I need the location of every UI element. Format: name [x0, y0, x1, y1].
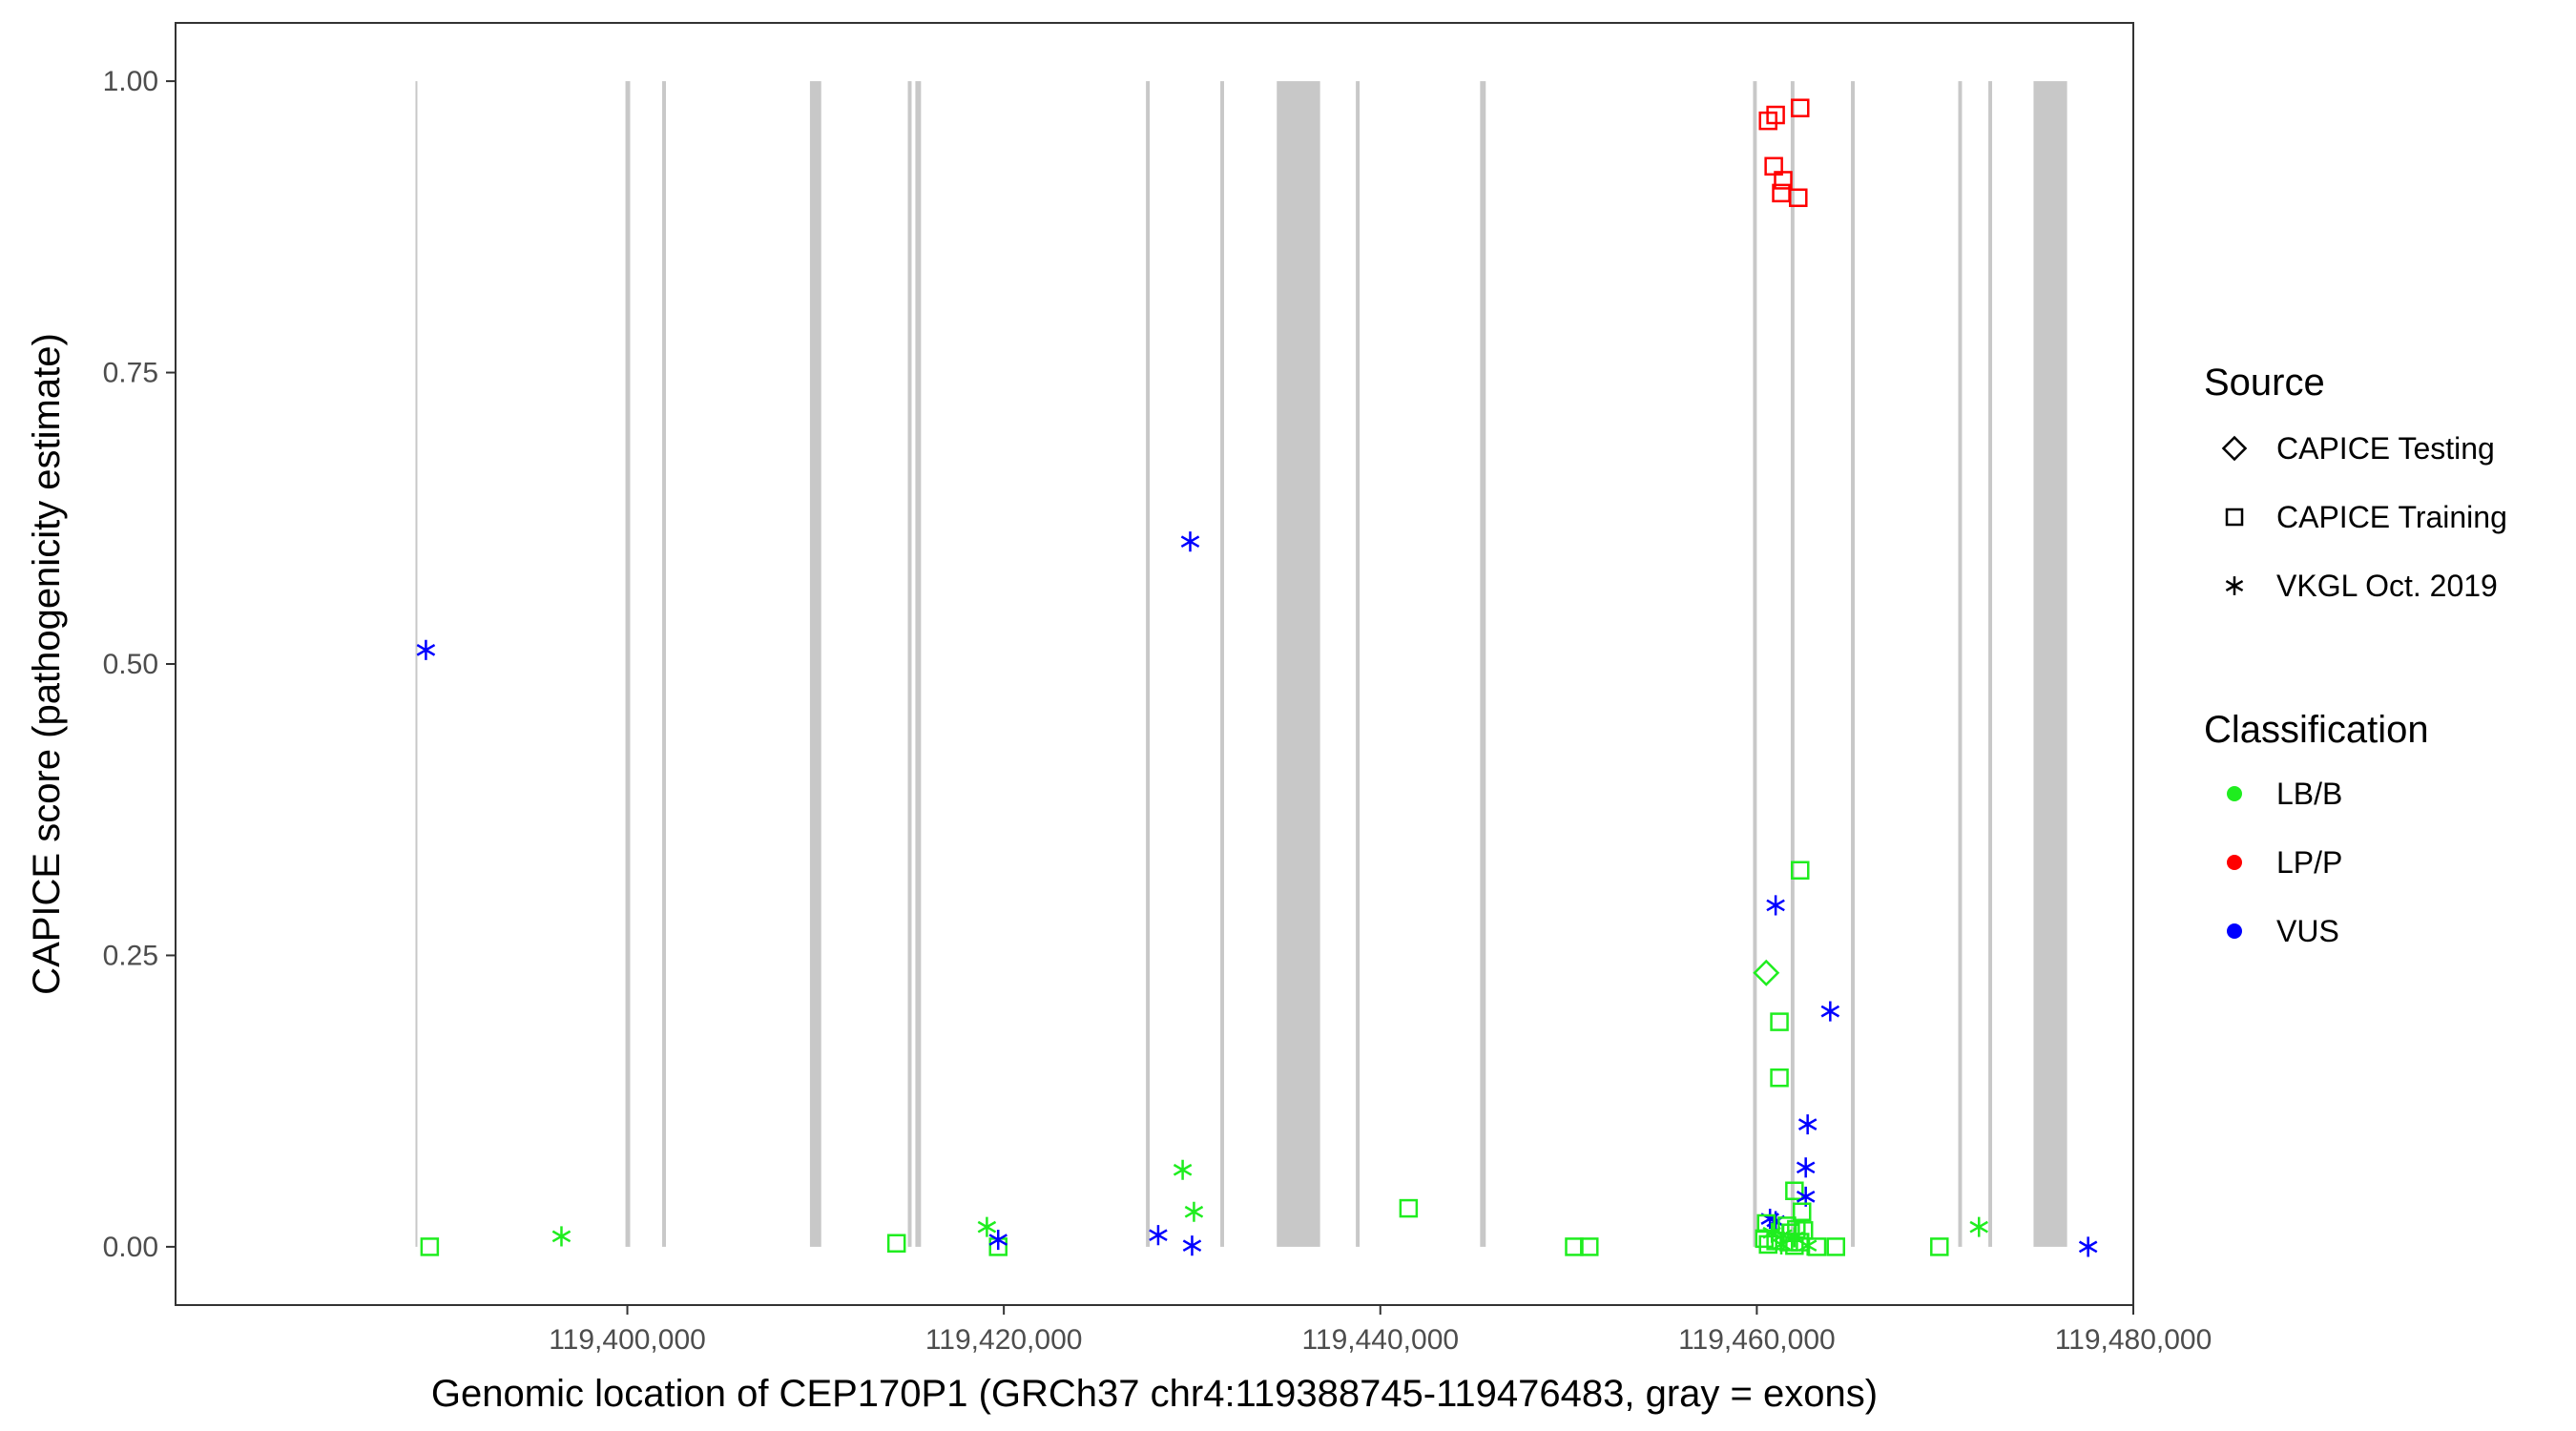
data-point — [1149, 1225, 1168, 1246]
legend-class-items: LB/B LP/P VUS — [2227, 777, 2342, 948]
data-point — [1770, 1068, 1789, 1088]
data-point — [1792, 1202, 1812, 1222]
x-tick-label: 119,480,000 — [2055, 1324, 2212, 1356]
data-point — [1785, 1235, 1804, 1255]
legend: Source CAPICE Testing CAPICE Training VKGL… — [2204, 362, 2507, 948]
data-point — [1755, 1229, 1775, 1249]
exon-band — [1790, 81, 1795, 1247]
data-point — [1785, 1181, 1804, 1201]
data-point — [1399, 1198, 1419, 1218]
exon-band — [415, 81, 418, 1247]
data-point — [1820, 1001, 1840, 1022]
exon-band — [1958, 81, 1963, 1247]
data-point — [1930, 1237, 1949, 1256]
legend-label-class: LB/B — [2276, 777, 2342, 811]
legend-key-class — [2227, 855, 2242, 870]
data-point — [1794, 1221, 1814, 1240]
data-point — [1766, 105, 1785, 125]
exon-band — [662, 81, 666, 1247]
legend-title-source: Source — [2204, 362, 2325, 404]
exon-band — [1753, 81, 1757, 1247]
legend-key-class — [2227, 786, 2242, 801]
x-tick-label: 119,440,000 — [1301, 1324, 1459, 1356]
legend-label-class: LP/P — [2276, 845, 2342, 880]
exon-band — [1851, 81, 1855, 1247]
data-point — [1182, 1235, 1202, 1256]
x-tick-label: 119,400,000 — [549, 1324, 706, 1356]
exon-bands — [415, 81, 2067, 1247]
data-point — [1969, 1216, 1988, 1237]
data-points — [416, 98, 2098, 1257]
data-point — [1580, 1237, 1599, 1256]
data-point — [1766, 895, 1785, 916]
data-point — [1770, 1012, 1789, 1031]
data-point — [1184, 1201, 1204, 1222]
data-point — [420, 1237, 440, 1256]
data-point — [1797, 1114, 1818, 1135]
legend-label-source: CAPICE Training — [2276, 500, 2507, 534]
data-point — [1764, 156, 1783, 176]
data-point — [1826, 1237, 1846, 1256]
x-tick-label: 119,420,000 — [925, 1324, 1083, 1356]
data-point — [977, 1216, 997, 1237]
y-axis: 0.00 0.25 0.50 0.75 1.00 — [103, 66, 176, 1263]
data-point — [551, 1226, 571, 1247]
data-point — [1807, 1237, 1827, 1256]
data-point — [988, 1230, 1008, 1251]
legend-label-source: CAPICE Testing — [2276, 431, 2495, 466]
data-point — [1796, 1157, 1816, 1178]
y-tick-label: 1.00 — [103, 66, 158, 97]
exon-band — [1356, 81, 1361, 1247]
legend-key-source — [2225, 576, 2244, 595]
y-tick-label: 0.75 — [103, 358, 158, 389]
exon-band — [915, 81, 922, 1247]
data-point — [1791, 98, 1810, 117]
data-point — [886, 1234, 906, 1253]
exon-band — [1277, 81, 1320, 1247]
legend-title-classification: Classification — [2204, 709, 2429, 751]
data-point — [1180, 531, 1200, 552]
exon-band — [2033, 81, 2067, 1247]
data-point — [1781, 1223, 1800, 1242]
exon-band — [809, 81, 821, 1247]
exon-band — [1480, 81, 1486, 1247]
x-tick-label: 119,460,000 — [1678, 1324, 1836, 1356]
exon-band — [907, 81, 912, 1247]
data-point — [1774, 171, 1793, 190]
legend-key-class — [2227, 923, 2242, 939]
legend-key-source — [2221, 435, 2248, 462]
legend-key-source — [2225, 508, 2244, 527]
data-point — [1791, 861, 1810, 881]
data-point — [1758, 1234, 1777, 1255]
exon-band — [1220, 81, 1225, 1247]
x-axis-title: Genomic location of CEP170P1 (GRCh37 chr… — [431, 1373, 1878, 1415]
y-tick-label: 0.50 — [103, 649, 158, 680]
x-axis: 119,400,000 119,420,000 119,440,000 119,460… — [549, 1305, 2212, 1356]
data-point — [416, 639, 436, 660]
legend-label-source: VKGL Oct. 2019 — [2276, 569, 2498, 603]
data-point — [1173, 1159, 1193, 1180]
y-tick-label: 0.25 — [103, 940, 158, 971]
data-point — [1753, 959, 1780, 986]
y-tick-label: 0.00 — [103, 1232, 158, 1263]
exon-band — [1988, 81, 1993, 1247]
exon-band — [625, 81, 631, 1247]
data-point — [2078, 1236, 2098, 1257]
y-axis-title: CAPICE score (pathogenicity estimate) — [26, 333, 68, 995]
legend-source-items: CAPICE Testing CAPICE Training VKGL Oct. 2… — [2221, 431, 2507, 603]
data-point — [1789, 188, 1808, 208]
legend-label-class: VUS — [2276, 914, 2339, 948]
exon-band — [1146, 81, 1151, 1247]
